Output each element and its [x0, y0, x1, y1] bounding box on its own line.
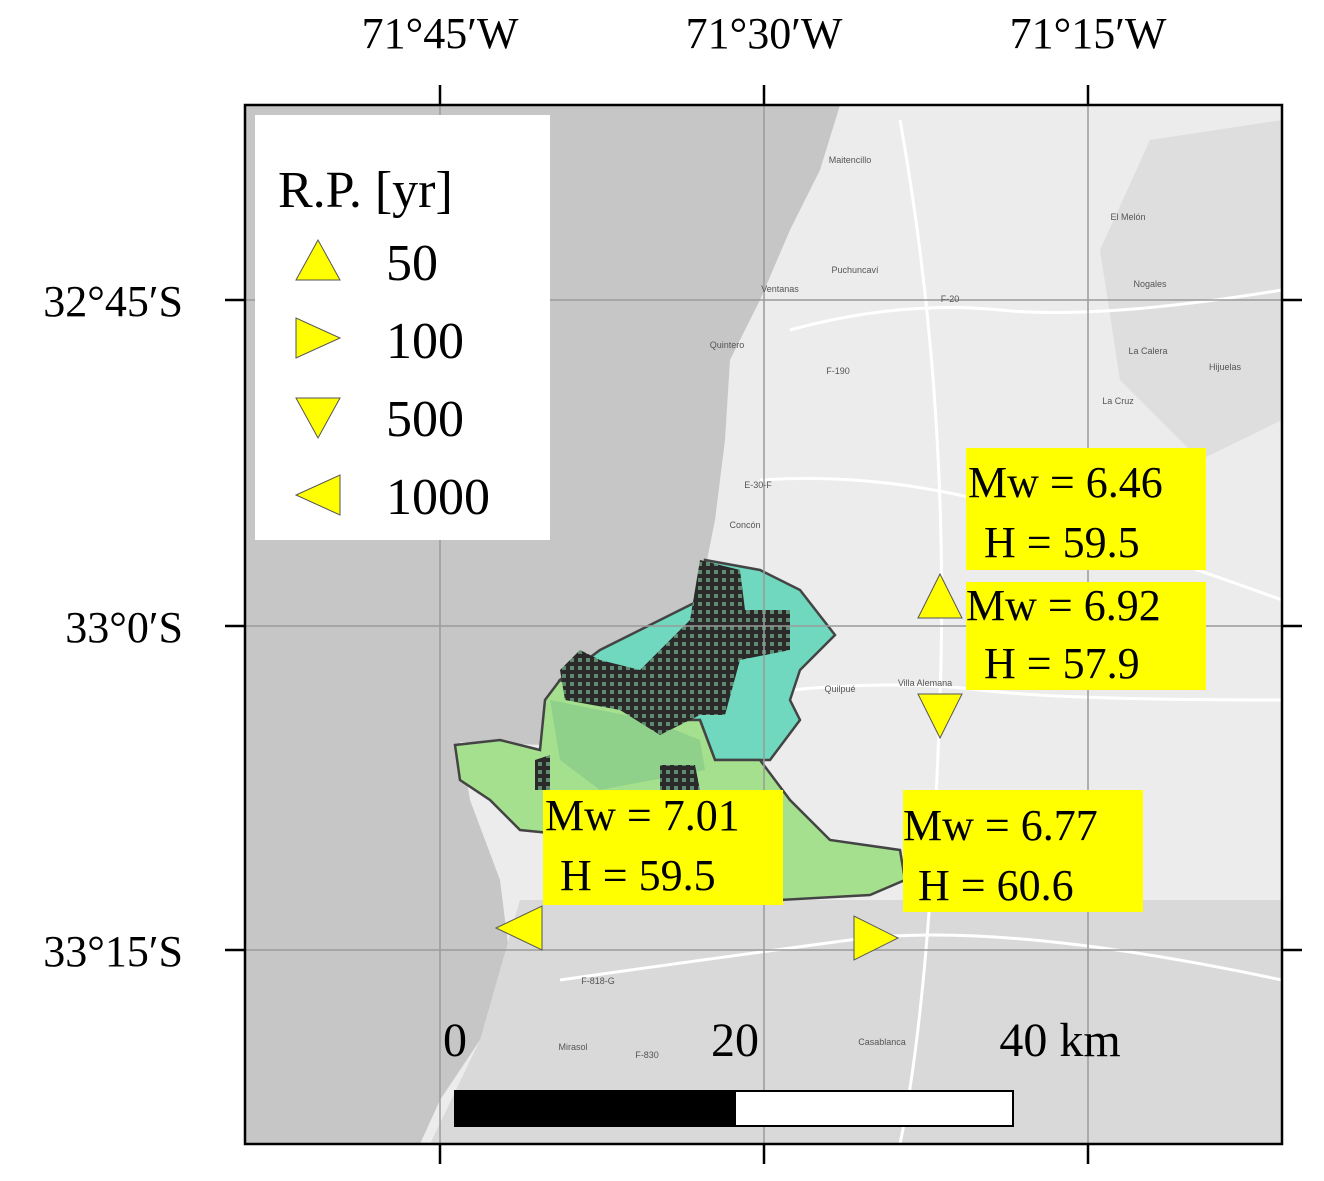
place-label: Nogales: [1133, 279, 1167, 289]
lat-label: 32°45′S: [43, 277, 183, 326]
place-label: Puchuncaví: [831, 265, 879, 275]
annotation-h: H = 59.5: [560, 851, 716, 900]
place-label: Casablanca: [858, 1037, 906, 1047]
event-marker: [853, 915, 900, 961]
scale-label: 20: [711, 1014, 759, 1067]
legend-label: 50: [386, 235, 438, 292]
place-label: F-830: [635, 1050, 659, 1060]
place-label: Ventanas: [761, 284, 799, 294]
event-marker: [917, 693, 963, 740]
place-label: F-818-G: [581, 976, 615, 986]
scale-label: 40 km: [999, 1014, 1120, 1067]
legend-symbol: [295, 317, 342, 359]
annotation-h: H = 60.6: [918, 861, 1074, 910]
place-label: Quintero: [710, 340, 745, 350]
annotation-mw: Mw = 7.01: [545, 791, 740, 840]
scale-segment: [454, 1090, 736, 1127]
place-label: La Calera: [1128, 346, 1167, 356]
lon-label: 71°45′W: [362, 9, 519, 58]
lat-label: 33°15′S: [43, 927, 183, 976]
scale-bar: 0 20 40 km: [443, 1014, 1121, 1127]
place-label: Mirasol: [558, 1042, 587, 1052]
annotation-box: [966, 582, 1206, 690]
lon-label: 71°15′W: [1010, 9, 1167, 58]
place-label: El Melón: [1110, 212, 1145, 222]
legend: R.P. [yr] 50 100 500 1000: [255, 115, 550, 540]
place-labels: Maitencillo Puchuncaví Ventanas Quintero Nog…: [558, 155, 1241, 1060]
lat-label: 33°0′S: [65, 603, 183, 652]
annotation-h: H = 59.5: [984, 518, 1140, 567]
place-label: Villa Alemana: [898, 678, 952, 688]
legend-title: R.P. [yr]: [278, 162, 453, 219]
annotations: Mw = 6.46 H = 59.5 Mw = 6.92 H = 57.9 Mw…: [543, 448, 1206, 912]
exposure-grid: [535, 560, 790, 790]
place-label: Concón: [729, 520, 760, 530]
place-label: Maitencillo: [829, 155, 872, 165]
legend-label: 500: [386, 391, 464, 448]
annotation-h: H = 57.9: [984, 639, 1140, 688]
place-label: La Cruz: [1102, 396, 1134, 406]
event-marker: [917, 572, 963, 619]
annotation-mw: Mw = 6.92: [966, 581, 1161, 630]
place-label: E-30-F: [744, 480, 772, 490]
legend-label: 100: [386, 313, 464, 370]
annotation-box: [903, 790, 1143, 912]
hills: [430, 900, 1282, 1144]
place-label: F-20: [941, 294, 960, 304]
place-label: F-190: [826, 366, 850, 376]
place-label: Quilpué: [824, 684, 855, 694]
annotation-mw: Mw = 6.46: [968, 458, 1163, 507]
legend-symbol: [294, 474, 341, 516]
lon-label: 71°30′W: [686, 9, 843, 58]
scale-label: 0: [443, 1014, 467, 1067]
place-label: Hijuelas: [1209, 362, 1242, 372]
legend-label: 1000: [386, 469, 490, 526]
legend-symbol: [295, 238, 341, 281]
hills: [1100, 120, 1282, 460]
annotation-mw: Mw = 6.77: [903, 801, 1098, 850]
scale-segment: [734, 1090, 1014, 1127]
legend-symbol: [295, 397, 341, 440]
annotation-box: [966, 448, 1206, 570]
event-markers: [494, 572, 963, 961]
ticks: [225, 85, 1302, 1164]
event-marker: [494, 905, 543, 951]
annotation-box: [543, 790, 783, 905]
